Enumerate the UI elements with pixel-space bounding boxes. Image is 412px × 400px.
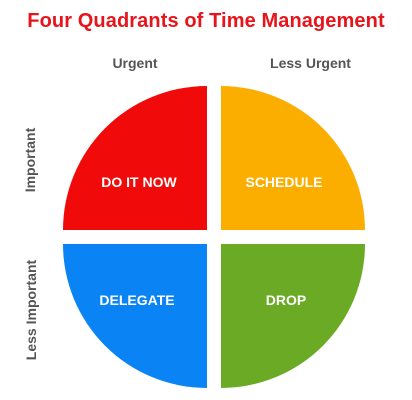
quadrant-drop [221, 244, 365, 388]
quadrant-label-drop: DROP [266, 292, 306, 308]
quadrant-label-delegate: DELEGATE [99, 292, 174, 308]
quadrant-label-schedule: SCHEDULE [245, 174, 322, 190]
quadrant-label-do-it-now: DO IT NOW [101, 174, 177, 190]
quadrant-delegate [63, 244, 207, 388]
quadrant-do-it-now [63, 86, 207, 230]
diagram-title: Four Quadrants of Time Management [27, 10, 385, 32]
column-label-urgent: Urgent [112, 55, 158, 71]
quadrant-schedule [221, 86, 365, 230]
column-label-less-urgent: Less Urgent [270, 55, 351, 71]
